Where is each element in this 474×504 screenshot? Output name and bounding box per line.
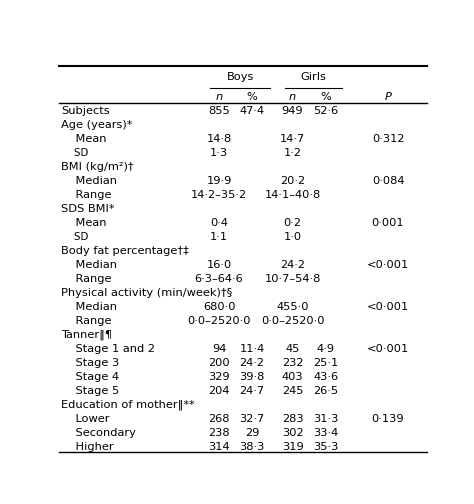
Text: Age (years)*: Age (years)* — [61, 120, 132, 130]
Text: 680·0: 680·0 — [203, 302, 235, 312]
Text: Secondary: Secondary — [61, 427, 136, 437]
Text: Higher: Higher — [61, 442, 114, 452]
Text: 16·0: 16·0 — [206, 260, 232, 270]
Text: 31·3: 31·3 — [313, 414, 338, 424]
Text: 0·0–2520·0: 0·0–2520·0 — [187, 316, 251, 326]
Text: %: % — [320, 92, 331, 101]
Text: Body fat percentage†‡: Body fat percentage†‡ — [61, 246, 189, 256]
Text: 43·6: 43·6 — [313, 372, 338, 382]
Text: Stage 4: Stage 4 — [61, 372, 119, 382]
Text: Tanner‖¶: Tanner‖¶ — [61, 330, 112, 340]
Text: 52·6: 52·6 — [313, 106, 338, 116]
Text: 855: 855 — [208, 106, 230, 116]
Text: SDS BMI*: SDS BMI* — [61, 204, 115, 214]
Text: 4·9: 4·9 — [317, 344, 335, 354]
Text: Physical activity (min/week)†§: Physical activity (min/week)†§ — [61, 288, 232, 298]
Text: SD: SD — [61, 148, 89, 158]
Text: 1·1: 1·1 — [210, 232, 228, 242]
Text: BMI (kg/m²)†: BMI (kg/m²)† — [61, 162, 134, 172]
Text: 1·3: 1·3 — [210, 148, 228, 158]
Text: <0·001: <0·001 — [367, 260, 409, 270]
Text: Range: Range — [61, 274, 111, 284]
Text: Mean: Mean — [61, 218, 107, 228]
Text: <0·001: <0·001 — [367, 344, 409, 354]
Text: 94: 94 — [212, 344, 226, 354]
Text: 302: 302 — [282, 427, 303, 437]
Text: Education of mother‖**: Education of mother‖** — [61, 400, 195, 410]
Text: 14·2–35·2: 14·2–35·2 — [191, 190, 247, 200]
Text: 24·7: 24·7 — [239, 386, 264, 396]
Text: 1·0: 1·0 — [283, 232, 301, 242]
Text: 10·7–54·8: 10·7–54·8 — [264, 274, 321, 284]
Text: %: % — [247, 92, 257, 101]
Text: 0·001: 0·001 — [372, 218, 404, 228]
Text: 329: 329 — [208, 372, 230, 382]
Text: Girls: Girls — [301, 72, 327, 82]
Text: 11·4: 11·4 — [239, 344, 265, 354]
Text: 32·7: 32·7 — [239, 414, 265, 424]
Text: 14·8: 14·8 — [206, 134, 232, 144]
Text: 283: 283 — [282, 414, 303, 424]
Text: 6·3–64·6: 6·3–64·6 — [195, 274, 244, 284]
Text: 25·1: 25·1 — [313, 358, 338, 368]
Text: 200: 200 — [208, 358, 230, 368]
Text: 455·0: 455·0 — [276, 302, 309, 312]
Text: Mean: Mean — [61, 134, 107, 144]
Text: 45: 45 — [285, 344, 300, 354]
Text: 0·139: 0·139 — [372, 414, 404, 424]
Text: 35·3: 35·3 — [313, 442, 338, 452]
Text: 0·2: 0·2 — [283, 218, 301, 228]
Text: 47·4: 47·4 — [239, 106, 264, 116]
Text: 949: 949 — [282, 106, 303, 116]
Text: 314: 314 — [208, 442, 230, 452]
Text: Median: Median — [61, 260, 117, 270]
Text: Median: Median — [61, 176, 117, 186]
Text: Lower: Lower — [61, 414, 109, 424]
Text: Subjects: Subjects — [61, 106, 109, 116]
Text: Boys: Boys — [227, 72, 254, 82]
Text: 14·7: 14·7 — [280, 134, 305, 144]
Text: 232: 232 — [282, 358, 303, 368]
Text: 245: 245 — [282, 386, 303, 396]
Text: 38·3: 38·3 — [239, 442, 265, 452]
Text: 1·2: 1·2 — [283, 148, 301, 158]
Text: 403: 403 — [282, 372, 303, 382]
Text: 204: 204 — [208, 386, 230, 396]
Text: Stage 3: Stage 3 — [61, 358, 119, 368]
Text: SD: SD — [61, 232, 89, 242]
Text: <0·001: <0·001 — [367, 302, 409, 312]
Text: 0·084: 0·084 — [372, 176, 404, 186]
Text: P: P — [384, 92, 392, 101]
Text: Stage 1 and 2: Stage 1 and 2 — [61, 344, 155, 354]
Text: 20·2: 20·2 — [280, 176, 305, 186]
Text: Stage 5: Stage 5 — [61, 386, 119, 396]
Text: 0·0–2520·0: 0·0–2520·0 — [261, 316, 324, 326]
Text: 238: 238 — [208, 427, 230, 437]
Text: 39·8: 39·8 — [239, 372, 265, 382]
Text: Range: Range — [61, 316, 111, 326]
Text: n: n — [289, 92, 296, 101]
Text: n: n — [215, 92, 223, 101]
Text: 29: 29 — [245, 427, 259, 437]
Text: 268: 268 — [208, 414, 230, 424]
Text: 14·1–40·8: 14·1–40·8 — [264, 190, 320, 200]
Text: 33·4: 33·4 — [313, 427, 338, 437]
Text: 319: 319 — [282, 442, 303, 452]
Text: 26·5: 26·5 — [313, 386, 338, 396]
Text: 0·312: 0·312 — [372, 134, 404, 144]
Text: 19·9: 19·9 — [206, 176, 232, 186]
Text: 24·2: 24·2 — [240, 358, 264, 368]
Text: 24·2: 24·2 — [280, 260, 305, 270]
Text: Range: Range — [61, 190, 111, 200]
Text: 0·4: 0·4 — [210, 218, 228, 228]
Text: Median: Median — [61, 302, 117, 312]
